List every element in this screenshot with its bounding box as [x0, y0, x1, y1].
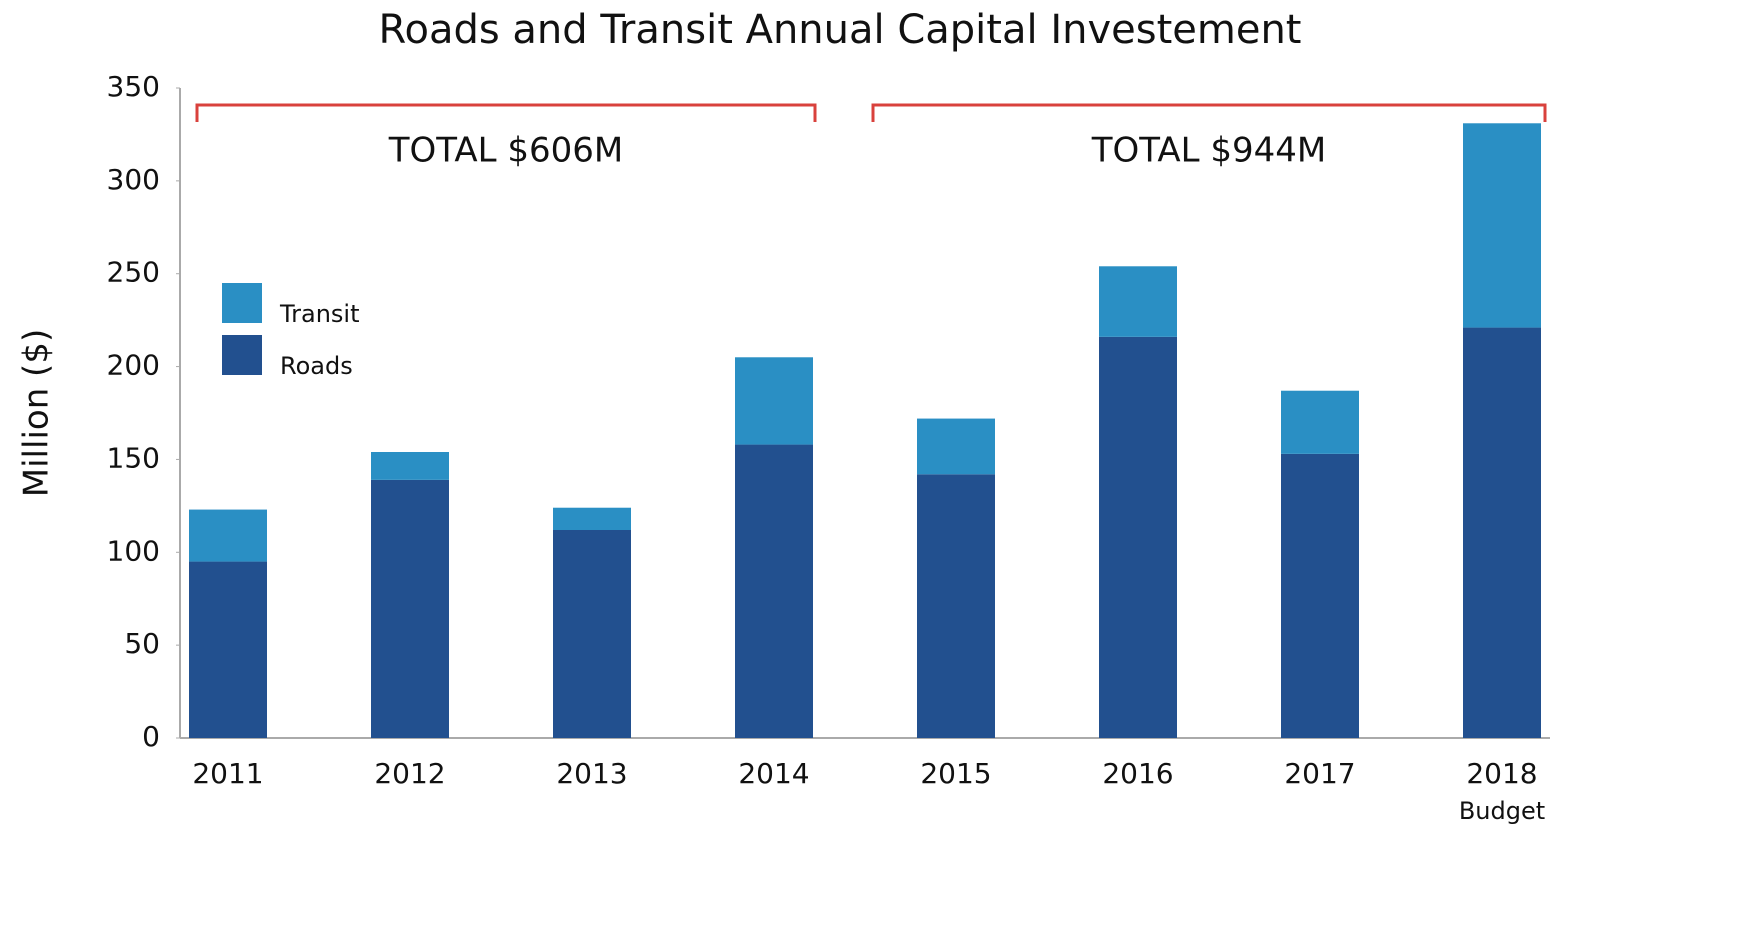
bar-segment [917, 474, 995, 738]
y-axis-label: Million ($) [17, 329, 57, 497]
x-tick-label: 2013 [556, 757, 627, 790]
bracket [871, 103, 1547, 122]
x-tick-label: 2011 [192, 757, 263, 790]
bar-segment [735, 444, 813, 738]
bar-segment [917, 418, 995, 475]
bar-segment [553, 530, 631, 738]
bar-segment [1099, 266, 1177, 337]
bar-segment [189, 561, 267, 738]
y-tick-label: 100 [107, 534, 160, 567]
x-tick-label: 2017 [1284, 757, 1355, 790]
x-tick-label: 2018 [1466, 757, 1537, 790]
bracket [195, 103, 817, 122]
bar-segment [553, 507, 631, 530]
y-tick-label: 150 [107, 441, 160, 474]
bar-segment [189, 509, 267, 562]
annotation: TOTAL $606M [388, 131, 624, 171]
x-tick-label: 2014 [738, 757, 809, 790]
y-tick-label: 350 [107, 70, 160, 103]
y-tick-label: 0 [142, 720, 160, 753]
annotation: TOTAL $944M [1091, 131, 1327, 171]
x-tick-label: 2015 [920, 757, 991, 790]
legend-label: Roads [280, 352, 353, 380]
y-tick-label: 200 [107, 349, 160, 382]
bar-segment [1281, 390, 1359, 454]
bar-segment [1463, 123, 1541, 328]
y-tick-label: 50 [124, 627, 160, 660]
bar-segment [735, 357, 813, 445]
bar-segment [371, 452, 449, 480]
bar-segment [1099, 336, 1177, 738]
category-note: Budget [1459, 797, 1545, 825]
chart-title: Roads and Transit Annual Capital Investe… [378, 7, 1301, 53]
legend-swatch [222, 335, 262, 375]
legend-swatch [222, 283, 262, 323]
bar-segment [371, 479, 449, 738]
x-tick-label: 2016 [1102, 757, 1173, 790]
legend-label: Transit [279, 300, 360, 328]
bar-segment [1281, 453, 1359, 738]
y-tick-label: 250 [107, 256, 160, 289]
x-tick-label: 2012 [374, 757, 445, 790]
bar-segment [1463, 327, 1541, 738]
y-tick-label: 300 [107, 163, 160, 196]
